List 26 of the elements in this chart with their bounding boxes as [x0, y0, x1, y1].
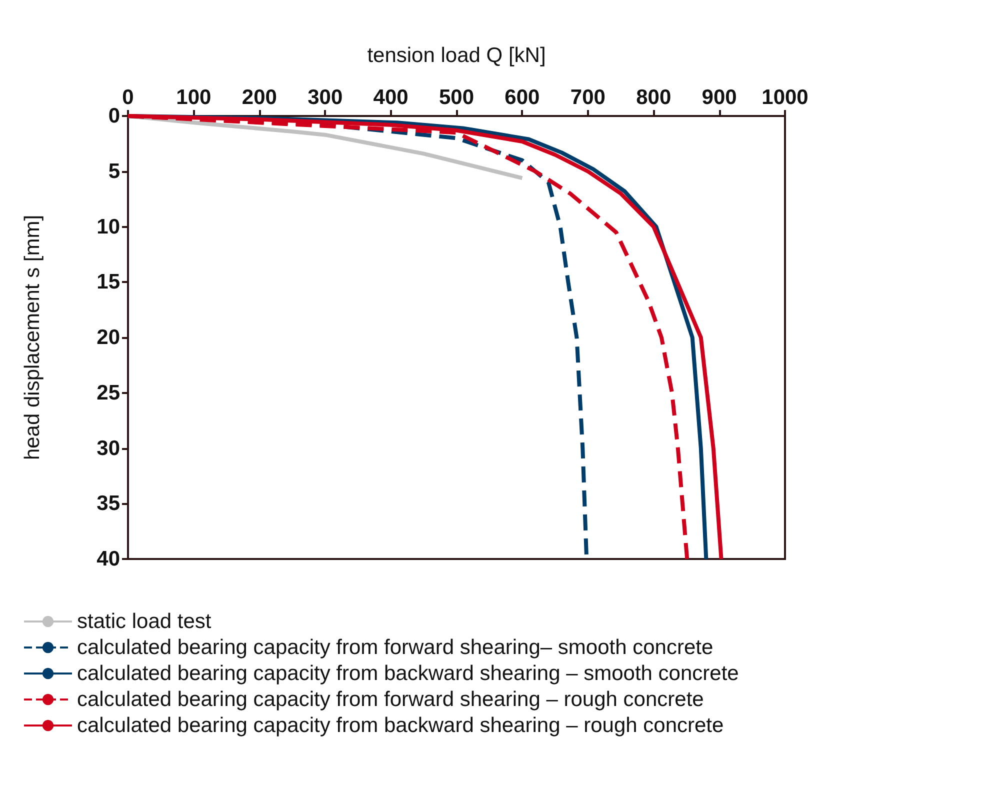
x-tick-label: 200	[242, 86, 277, 109]
y-tick-label: 40	[96, 548, 120, 570]
y-tick-label: 5	[108, 160, 120, 183]
y-tick-label: 30	[96, 436, 120, 460]
x-tick-label: 900	[702, 86, 737, 109]
legend-label: calculated bearing capacity from forward shearing– smooth concrete	[77, 636, 714, 659]
y-tick-label: 35	[96, 492, 120, 516]
y-tick-label: 15	[96, 270, 120, 294]
y-tick-label: 20	[96, 326, 120, 349]
legend-label: static load test	[77, 610, 212, 633]
x-axis-title: tension load Q [kN]	[367, 44, 546, 67]
x-tick-label: 1000	[762, 86, 808, 109]
x-tick-label: 400	[373, 86, 408, 109]
y-axis-title: head displacement s [mm]	[21, 214, 44, 460]
x-tick-label: 500	[438, 86, 474, 109]
y-tick-label: 10	[96, 215, 120, 238]
y-tick-label: 0	[108, 104, 120, 128]
legend-label: calculated bearing capacity from forward shearing – rough concrete	[77, 688, 704, 711]
x-tick-label: 700	[570, 86, 606, 109]
y-tick-label: 25	[96, 381, 120, 404]
x-tick-label: 800	[636, 86, 672, 109]
x-tick-label: 600	[504, 86, 540, 109]
legend-label: calculated bearing capacity from backward shearing – rough concrete	[77, 714, 724, 737]
legend-label: calculated bearing capacity from backward shearing – smooth concrete	[77, 662, 739, 685]
x-tick-label: 300	[308, 86, 343, 109]
x-tick-label: 100	[176, 86, 212, 109]
